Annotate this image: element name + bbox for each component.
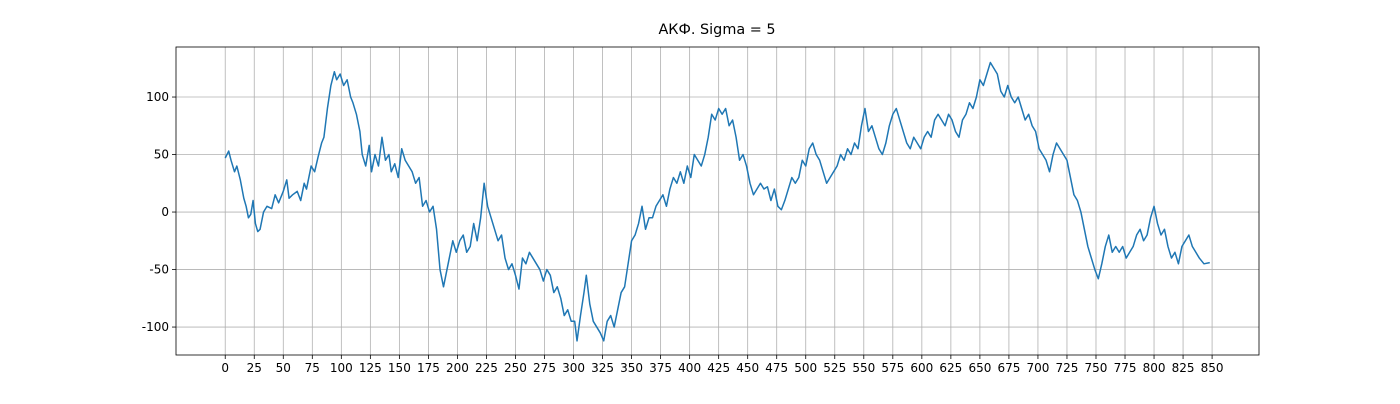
x-tick-label: 650 — [968, 361, 991, 375]
x-tick-label: 350 — [620, 361, 643, 375]
x-tick-label: 200 — [446, 361, 469, 375]
x-tick-label: 625 — [939, 361, 962, 375]
x-tick-label: 725 — [1056, 361, 1079, 375]
x-tick-label: 0 — [221, 361, 229, 375]
x-tick-label: 800 — [1143, 361, 1166, 375]
y-tick-label: -100 — [142, 320, 169, 334]
x-tick-label: 775 — [1114, 361, 1137, 375]
chart-title: АКФ. Sigma = 5 — [658, 22, 775, 38]
x-tick-label: 675 — [997, 361, 1020, 375]
x-tick-label: 525 — [823, 361, 846, 375]
x-tick-label: 275 — [533, 361, 556, 375]
y-tick-label: 100 — [146, 90, 169, 104]
x-tick-label: 75 — [305, 361, 320, 375]
x-tick-label: 400 — [678, 361, 701, 375]
x-tick-label: 475 — [765, 361, 788, 375]
x-tick-label: 425 — [707, 361, 730, 375]
x-tick-label: 125 — [359, 361, 382, 375]
x-tick-label: 600 — [910, 361, 933, 375]
y-tick-label: -50 — [149, 263, 169, 277]
x-tick-label: 500 — [794, 361, 817, 375]
x-tick-label: 850 — [1201, 361, 1224, 375]
x-tick-label: 375 — [649, 361, 672, 375]
line — [224, 61, 1210, 342]
x-tick-label: 250 — [504, 361, 527, 375]
y-tick-label: 50 — [154, 148, 169, 162]
x-tick-label: 700 — [1026, 361, 1049, 375]
plot-frame — [175, 46, 1260, 356]
x-tick-label: 750 — [1085, 361, 1108, 375]
x-tick-label: 450 — [736, 361, 759, 375]
x-tick-label: 50 — [276, 361, 291, 375]
y-tick-label: 0 — [161, 205, 169, 219]
x-tick-label: 300 — [562, 361, 585, 375]
x-tick-label: 550 — [852, 361, 875, 375]
x-tick-label: 150 — [388, 361, 411, 375]
x-tick-label: 575 — [881, 361, 904, 375]
x-tick-label: 175 — [417, 361, 440, 375]
x-tick-label: 825 — [1172, 361, 1195, 375]
x-tick-label: 325 — [591, 361, 614, 375]
x-tick-label: 225 — [475, 361, 498, 375]
x-tick-label: 25 — [247, 361, 262, 375]
x-tick-label: 100 — [330, 361, 353, 375]
